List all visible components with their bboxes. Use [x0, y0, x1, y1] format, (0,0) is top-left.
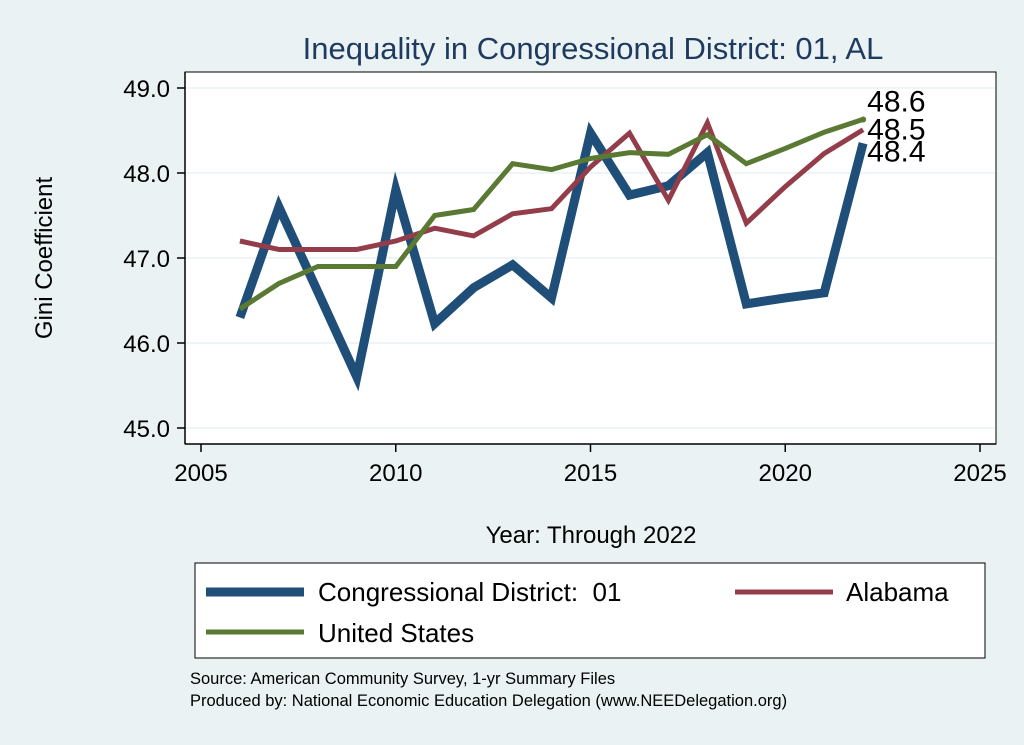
x-tick-label-1: 2010 [369, 460, 422, 487]
x-tick-label-3: 2020 [759, 460, 812, 487]
legend-label-united-states: United States [318, 618, 474, 648]
chart-title: Inequality in Congressional District: 01… [303, 31, 884, 66]
series-lines [235, 116, 868, 392]
y-axis-title: Gini Coefficient [31, 177, 58, 340]
y-tick-label-2: 47.0 [123, 246, 170, 273]
y-ticks: 45.0 46.0 47.0 48.0 49.0 [123, 76, 185, 443]
y-tick-label-3: 48.0 [123, 161, 170, 188]
x-tick-label-2: 2015 [564, 460, 617, 487]
x-tick-label-0: 2005 [174, 460, 227, 487]
y-tick-label-4: 49.0 [123, 76, 170, 103]
y-tick-label-1: 46.0 [123, 331, 170, 358]
source-line-1: Source: American Community Survey, 1-yr … [190, 670, 615, 688]
end-label-united-states: 48.6 [867, 85, 925, 118]
series-line-alabama [239, 116, 865, 252]
legend-box [194, 562, 986, 659]
source-line-2: Produced by: National Economic Education… [190, 692, 787, 710]
legend: Congressional District: 01 Alabama Unite… [194, 562, 986, 659]
end-labels: 48.448.548.6 [867, 85, 925, 168]
x-tick-label-4: 2025 [953, 460, 1006, 487]
y-tick-label-0: 45.0 [123, 416, 170, 443]
x-axis-title: Year: Through 2022 [486, 522, 697, 549]
gridlines [186, 87, 995, 429]
series-end-marker-united-states [860, 116, 867, 123]
series-line-united-states [238, 117, 864, 312]
legend-label-district: Congressional District: 01 [318, 577, 621, 607]
end-label-alabama: 48.5 [867, 114, 925, 147]
x-ticks: 2005 2010 2015 2020 2025 [174, 444, 1007, 487]
end-label-district: 48.4 [867, 135, 925, 168]
legend-label-alabama: Alabama [846, 577, 949, 607]
series-line-district [235, 121, 868, 392]
